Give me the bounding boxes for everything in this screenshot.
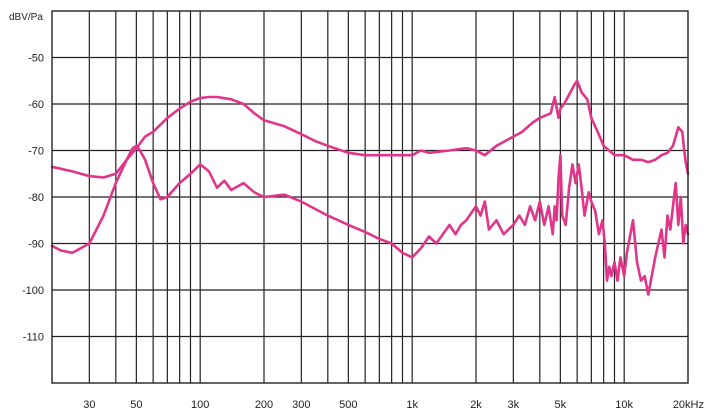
x-tick-label: 10k xyxy=(615,399,633,411)
x-tick-label: 20kHz xyxy=(673,399,704,411)
x-tick-label: 5k xyxy=(555,399,567,411)
grid xyxy=(52,11,688,383)
y-tick-label: -80 xyxy=(28,192,44,204)
y-tick-labels: -50 -60 -70 -80 -90 -100 -110 xyxy=(22,53,44,344)
y-axis-unit: dBV/Pa xyxy=(9,12,43,23)
x-tick-label: 200 xyxy=(255,399,273,411)
series-line-1 xyxy=(50,79,690,179)
y-tick-label: -50 xyxy=(28,53,44,65)
y-tick-label: -100 xyxy=(22,285,44,297)
y-tick-label: -110 xyxy=(23,332,44,344)
x-tick-label: 2k xyxy=(470,399,482,411)
x-tick-label: 500 xyxy=(339,399,357,411)
x-tick-label: 100 xyxy=(191,399,209,411)
y-tick-label: -60 xyxy=(28,99,44,111)
x-tick-label: 30 xyxy=(83,399,95,411)
y-tick-label: -70 xyxy=(28,146,44,158)
x-tick-label: 1k xyxy=(406,399,418,411)
x-tick-label: 50 xyxy=(130,399,142,411)
x-tick-labels: 30 50 100 200 300 500 1k 2k 3k 5k 10k 20kHz xyxy=(83,399,704,411)
y-tick-label: -90 xyxy=(28,239,44,251)
series-line-2 xyxy=(50,144,690,296)
series-layer xyxy=(50,79,690,296)
x-tick-label: 3k xyxy=(508,399,520,411)
x-tick-label: 300 xyxy=(292,399,310,411)
plot-frame xyxy=(51,10,689,384)
